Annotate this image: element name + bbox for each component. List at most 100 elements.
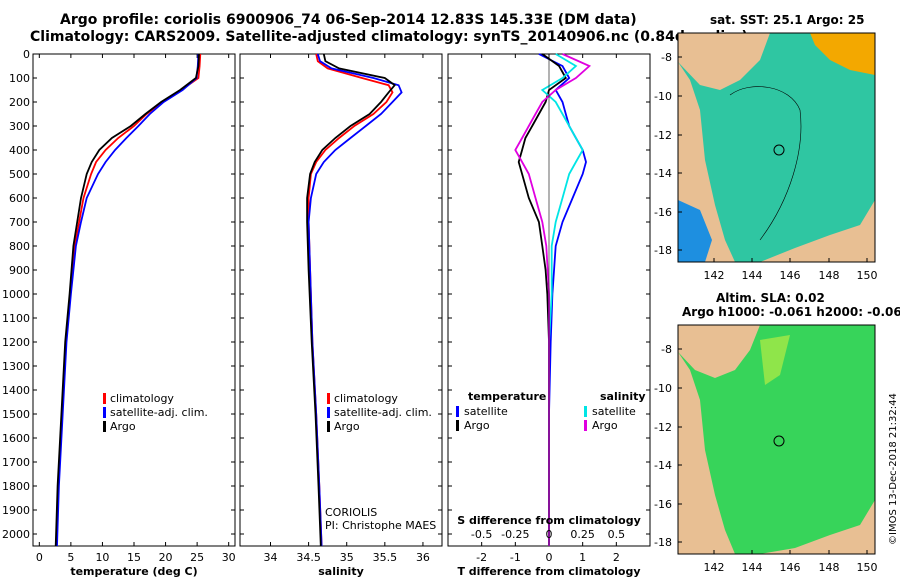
temperature-xtick-label: 25 [190, 551, 204, 564]
sla-lon-label: 150 [857, 561, 878, 574]
depth-tick-label: 0 [23, 48, 30, 61]
depth-tick-label: 600 [9, 192, 30, 205]
depth-tick-label: 900 [9, 264, 30, 277]
legend-sal-title: salinity [600, 390, 646, 403]
sst-lat-label: -10 [654, 90, 672, 103]
depth-tick-label: 1600 [2, 432, 30, 445]
temperature-xtick-label: 15 [127, 551, 141, 564]
difference-xtick-label: -1 [510, 551, 521, 564]
difference-xtick-label: 1 [579, 551, 586, 564]
salinity-xlabel: salinity [318, 565, 364, 578]
sla-lat-label: -8 [661, 343, 672, 356]
sst-map-axes: -8 -10 -12 -14 -16 -18 142 144 146 148 150 [654, 51, 877, 282]
sla-north-land [678, 325, 760, 378]
temperature-panel: 0100200300400500600700800900100011001200… [2, 48, 236, 578]
legend-swatch [327, 421, 330, 432]
sdiff-tick-label: 0 [546, 528, 553, 541]
depth-tick-label: 700 [9, 216, 30, 229]
depth-tick-label: 1100 [2, 312, 30, 325]
sst-lat-label: -8 [661, 51, 672, 64]
sdiff-tick-label: 0.25 [570, 528, 595, 541]
sla-lat-label: -10 [654, 382, 672, 395]
sst-argo-marker [773, 144, 785, 156]
difference-xtick-label: -2 [476, 551, 487, 564]
temperature-xtick-label: 30 [222, 551, 236, 564]
sst-warm-patch [810, 33, 875, 75]
sla-lat-label: -12 [654, 421, 672, 434]
sst-lon-label: 150 [857, 269, 878, 282]
legend-temp-title: temperature [468, 390, 546, 403]
sla-ocean [678, 325, 875, 554]
temperature-frame [32, 53, 236, 547]
sst-lat-label: -14 [654, 167, 672, 180]
salinity-legend-label: climatology [334, 392, 398, 405]
legend-swatch [456, 406, 459, 417]
depth-tick-label: 2000 [2, 528, 30, 541]
sst-north-land [678, 33, 770, 90]
salinity-annotation: CORIOLIS [325, 506, 377, 519]
sst-frame [677, 32, 876, 263]
legend-swatch [103, 407, 106, 418]
salinity-frame [239, 53, 443, 547]
temperature-series-satellite [56, 53, 200, 547]
salinity-annotation: PI: Christophe MAES [325, 519, 436, 532]
legend-swatch [327, 407, 330, 418]
sla-lon-label: 142 [704, 561, 725, 574]
sst-lon-label: 142 [704, 269, 725, 282]
salinity-xtick-label: 34.5 [296, 551, 321, 564]
temperature-xtick-label: 5 [67, 551, 74, 564]
sst-ocean [678, 33, 875, 262]
salinity-series-satellite [307, 53, 403, 547]
salinity-legend-label: Argo [334, 420, 360, 433]
salinity-panel: 34 34.5 35 35.5 36 salinity climatologysatelli… [239, 53, 443, 578]
sla-lat-label: -14 [654, 459, 672, 472]
depth-tick-label: 1700 [2, 456, 30, 469]
sst-lat-label: -16 [654, 206, 672, 219]
legend-right-label: satellite [592, 405, 636, 418]
legend-swatch [103, 421, 106, 432]
sla-map-title2: Argo h1000: -0.061 h2000: -0.06 [682, 305, 900, 319]
header-line1: Argo profile: coriolis 6900906_74 06-Sep… [60, 12, 637, 28]
sla-lon-label: 148 [819, 561, 840, 574]
difference-xtick-label: 0 [546, 551, 553, 564]
salinity-legend-label: satellite-adj. clim. [334, 406, 432, 419]
sdiff-tick-label: 0.5 [608, 528, 626, 541]
sst-lon-label: 146 [780, 269, 801, 282]
difference-series-satellite [538, 53, 587, 546]
depth-tick-label: 100 [9, 72, 30, 85]
legend-right-label: Argo [592, 419, 618, 432]
temperature-series-argo [54, 53, 200, 547]
depth-tick-label: 800 [9, 240, 30, 253]
sla-lat-label: -16 [654, 498, 672, 511]
sla-lon-label: 146 [780, 561, 801, 574]
temperature-xtick-label: 10 [95, 551, 109, 564]
legend-swatch [584, 420, 587, 431]
depth-tick-label: 1400 [2, 384, 30, 397]
sla-frame [677, 324, 876, 555]
salinity-xtick-label: 34 [263, 551, 277, 564]
sst-map-title: sat. SST: 25.1 Argo: 25 [710, 13, 864, 27]
sla-lat-label: -18 [654, 536, 672, 549]
depth-tick-label: 1300 [2, 360, 30, 373]
temperature-xlabel: temperature (deg C) [70, 565, 197, 578]
depth-tick-label: 1500 [2, 408, 30, 421]
sla-map-axes: -8 -10 -12 -14 -16 -18 142 144 146 148 150 [654, 343, 877, 574]
sst-lat-label: -12 [654, 129, 672, 142]
legend-swatch [103, 393, 106, 404]
sst-map [677, 32, 876, 263]
legend-swatch [456, 420, 459, 431]
salinity-series-climatology [307, 53, 394, 547]
depth-tick-label: 1000 [2, 288, 30, 301]
salinity-xtick-label: 35.5 [373, 551, 398, 564]
sdiff-tick-label: -0.25 [501, 528, 529, 541]
sla-lon-label: 144 [742, 561, 763, 574]
depth-tick-label: 1900 [2, 504, 30, 517]
depth-tick-label: 500 [9, 168, 30, 181]
sdiff-label: S difference from climatology [457, 514, 641, 527]
header-line2: Climatology: CARS2009. Satellite-adjuste… [30, 29, 748, 45]
temperature-xtick-label: 20 [159, 551, 173, 564]
salinity-xtick-label: 35 [340, 551, 354, 564]
sst-lon-label: 144 [742, 269, 763, 282]
